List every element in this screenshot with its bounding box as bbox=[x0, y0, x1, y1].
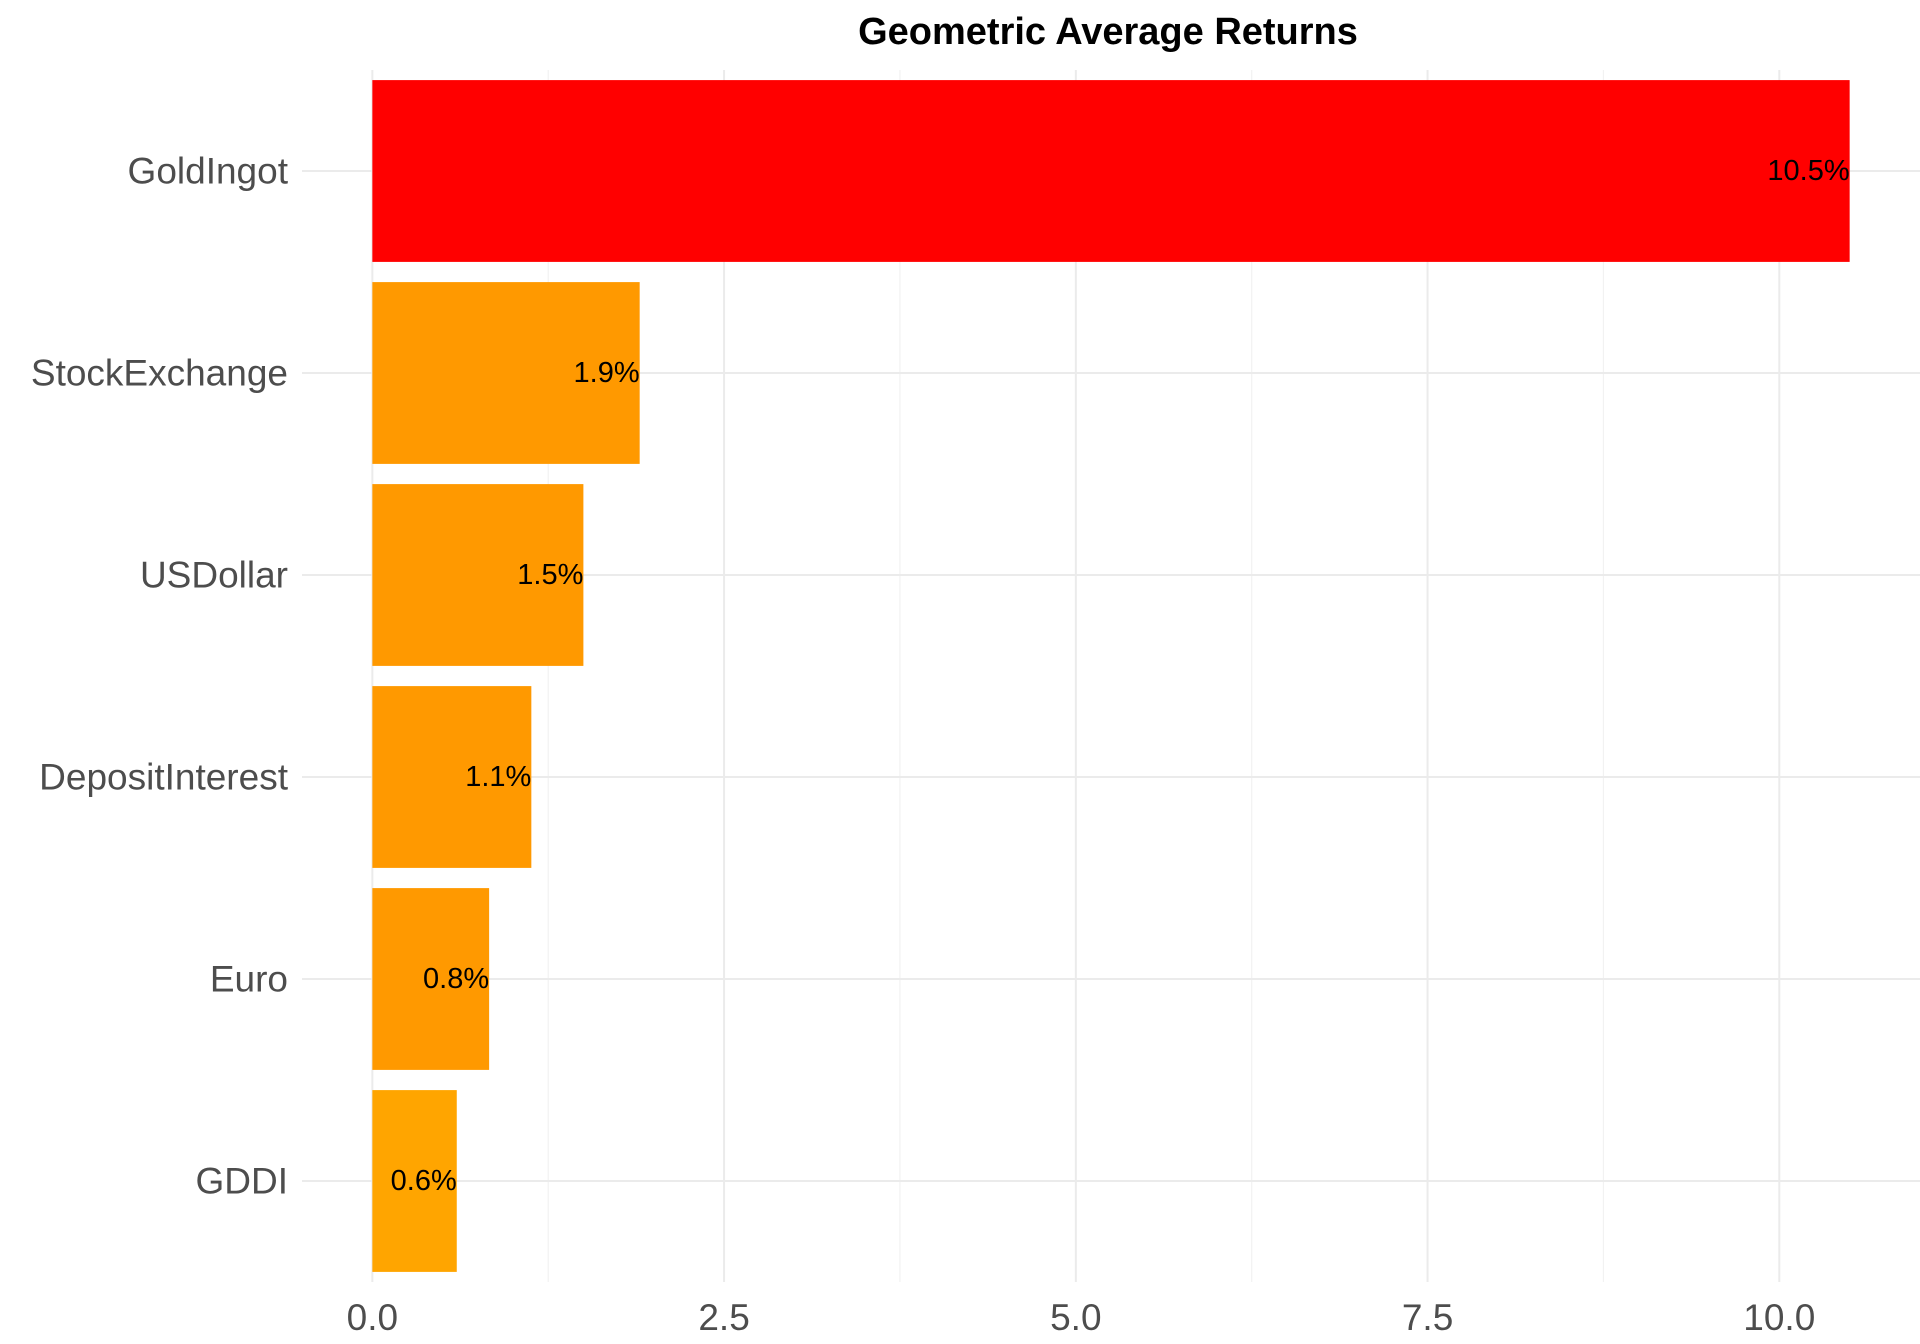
x-tick-label: 10.0 bbox=[1743, 1297, 1815, 1338]
x-tick-label: 0.0 bbox=[347, 1297, 398, 1338]
data-label-depositinterest: 1.1% bbox=[465, 761, 531, 793]
x-tick-label: 5.0 bbox=[1050, 1297, 1101, 1338]
bars-group bbox=[372, 80, 1850, 1272]
category-label-euro: Euro bbox=[210, 959, 288, 1000]
x-tick-label: 7.5 bbox=[1402, 1297, 1453, 1338]
data-label-euro: 0.8% bbox=[423, 963, 489, 995]
data-label-goldingot: 10.5% bbox=[1767, 155, 1849, 187]
bar-depositinterest bbox=[372, 686, 532, 868]
bar-euro bbox=[372, 888, 490, 1070]
bar-gddi bbox=[372, 1090, 457, 1272]
data-labels-group: 10.5% 1.9% 1.5% 1.1% 0.8% 0.6% bbox=[391, 155, 1850, 1197]
data-label-usdollar: 1.5% bbox=[517, 559, 583, 591]
category-label-stockexchange: StockExchange bbox=[31, 353, 288, 394]
x-tick-labels-group: 0.0 2.5 5.0 7.5 10.0 bbox=[347, 1297, 1816, 1338]
data-label-stockexchange: 1.9% bbox=[574, 357, 640, 389]
chart-title: Geometric Average Returns bbox=[858, 11, 1358, 53]
x-tick-label: 2.5 bbox=[698, 1297, 749, 1338]
category-label-goldingot: GoldIngot bbox=[128, 151, 289, 192]
category-label-usdollar: USDollar bbox=[140, 555, 288, 596]
category-label-depositinterest: DepositInterest bbox=[39, 757, 289, 798]
bar-goldingot bbox=[372, 80, 1850, 262]
category-label-gddi: GDDI bbox=[196, 1161, 289, 1202]
bar-usdollar bbox=[372, 484, 584, 666]
data-label-gddi: 0.6% bbox=[391, 1165, 457, 1197]
category-labels-group: GoldIngot StockExchange USDollar DepositInt… bbox=[31, 151, 289, 1202]
bar-stockexchange bbox=[372, 282, 640, 464]
